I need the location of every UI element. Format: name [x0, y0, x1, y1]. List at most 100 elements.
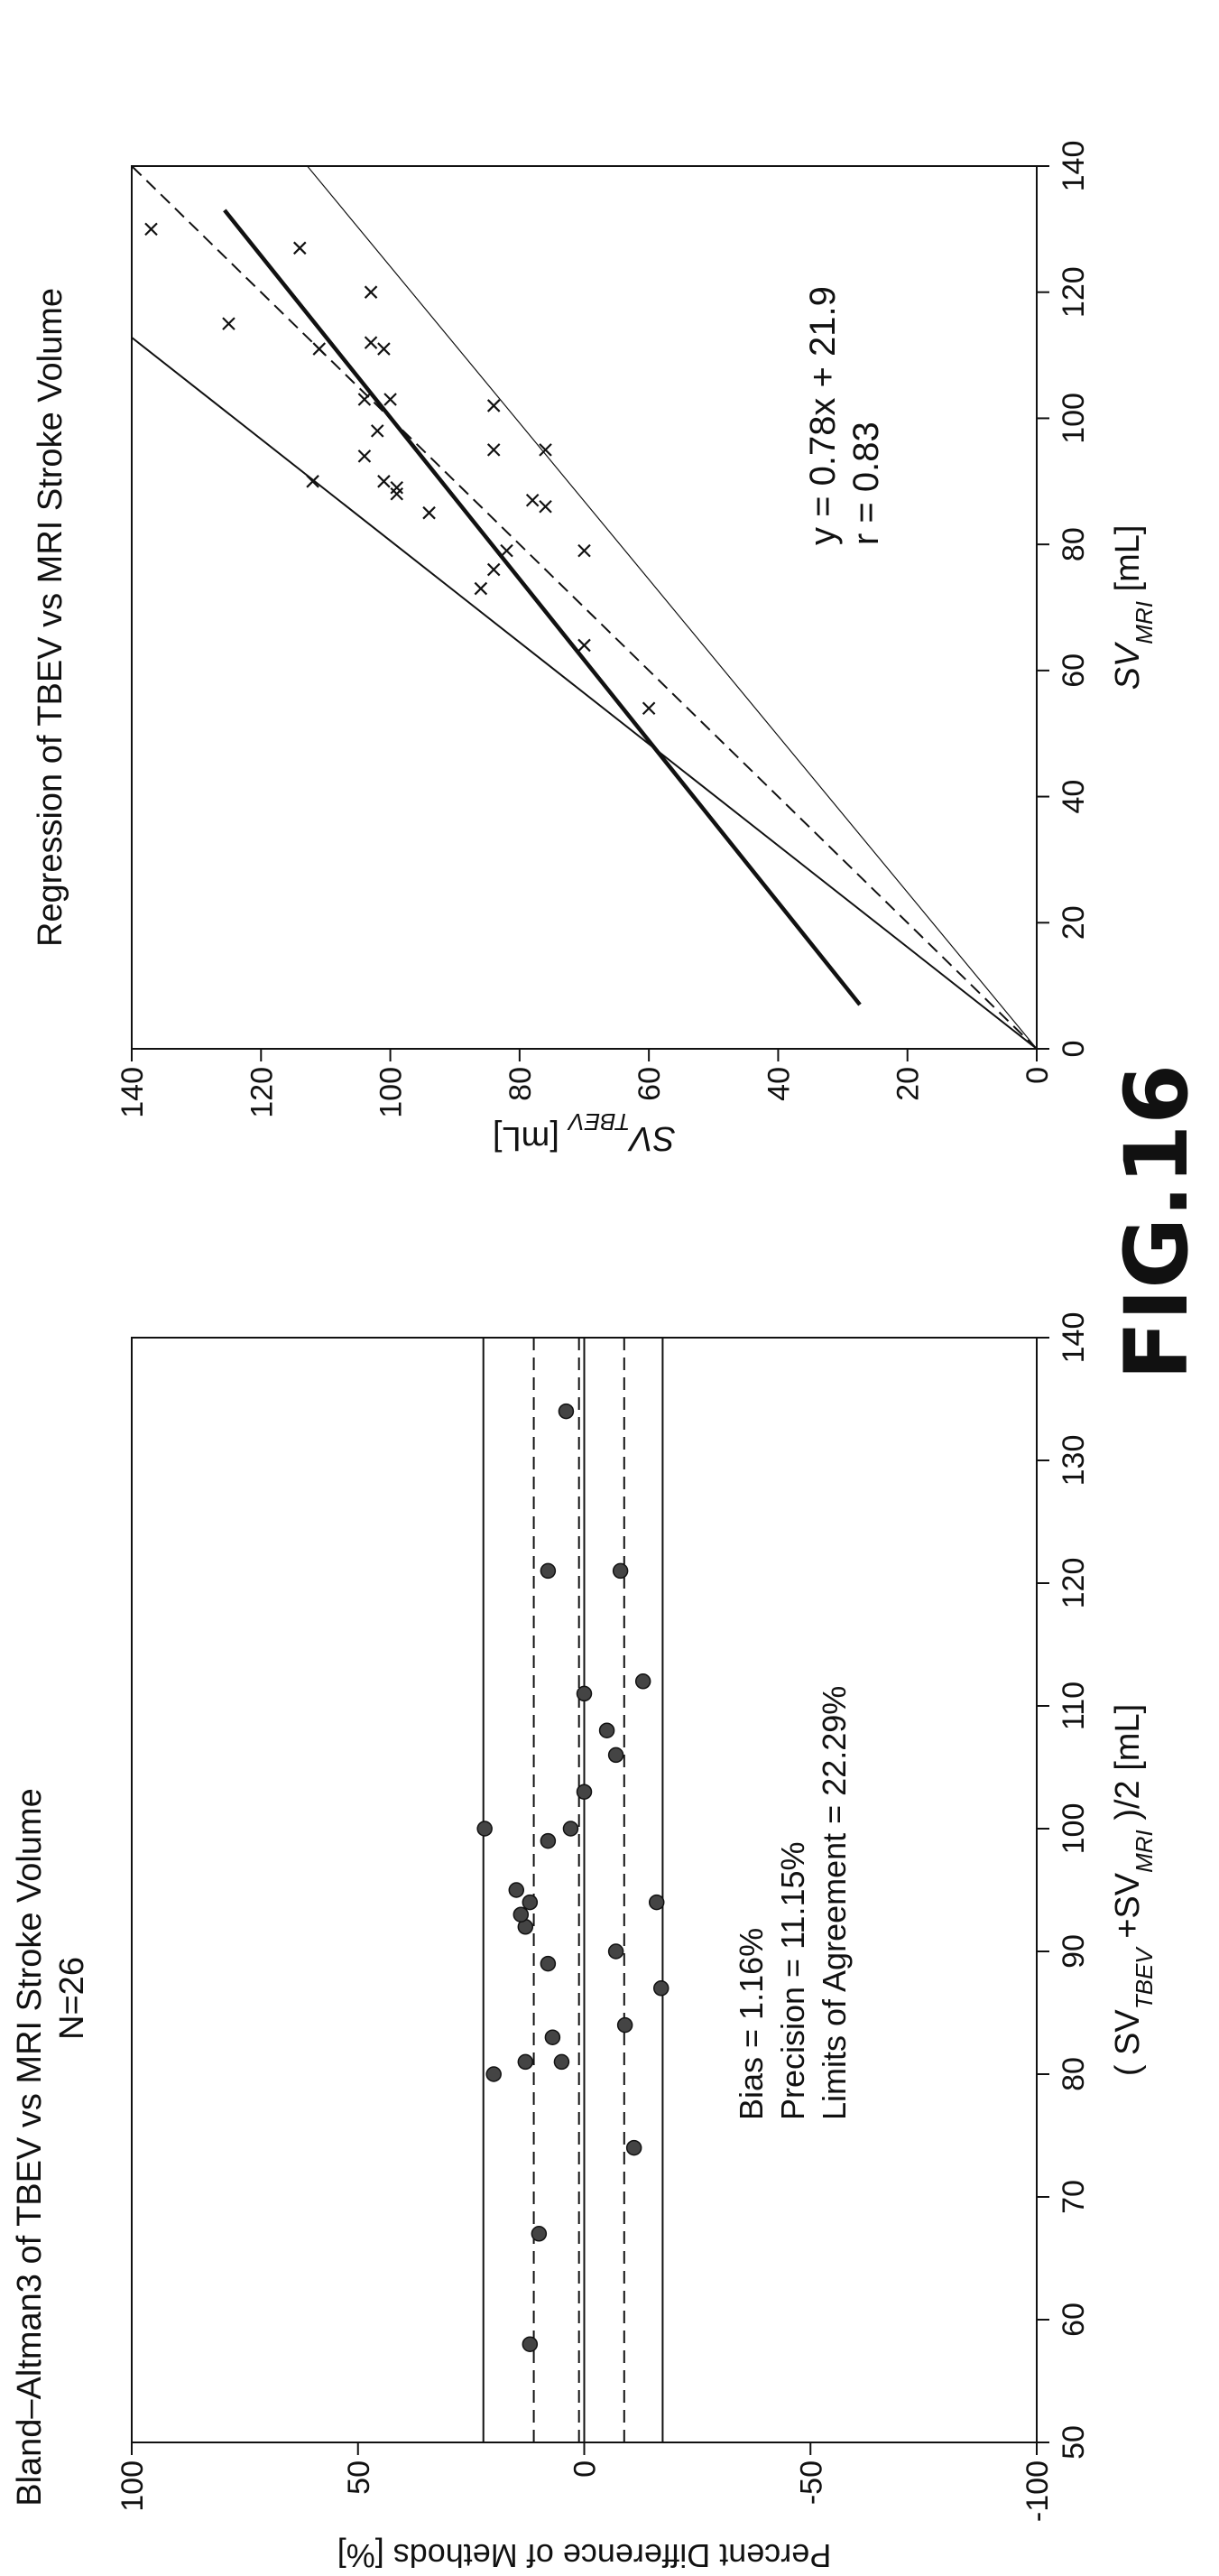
reg-y-tick-label: 40 — [762, 1067, 796, 1101]
reg-data-point — [500, 543, 513, 558]
ba-y-tick-label: 100 — [115, 2460, 150, 2512]
ba-data-point — [476, 1821, 493, 1837]
reg-data-point — [577, 638, 591, 653]
ba-data-point — [576, 1685, 593, 1702]
ba-x-tick-label: 50 — [1057, 2425, 1091, 2460]
reg-identity-line — [131, 165, 1038, 1050]
reg-bound-line — [307, 165, 1038, 1050]
reg-x-tick-label: 120 — [1057, 266, 1091, 318]
figure-label: FIG.16 — [1106, 1064, 1207, 1380]
ba-x-tick-label: 80 — [1057, 2057, 1091, 2091]
ba-x-tick-label: 60 — [1057, 2303, 1091, 2337]
reg-data-point — [306, 475, 319, 488]
bland-altman-chart: Bland–Altman3 of TBEV vs MRI Stroke Volu… — [11, 1312, 1158, 2574]
rotated-figure: Bland–Altman3 of TBEV vs MRI Stroke Volu… — [11, 141, 1207, 2574]
ba-y-tick-label: -50 — [794, 2460, 828, 2505]
ba-y-tick-label: -100 — [1020, 2460, 1055, 2522]
reg-x-tick-label: 20 — [1057, 905, 1091, 940]
ba-data-point — [553, 2053, 570, 2071]
reg-x-tick-label: 40 — [1057, 780, 1091, 814]
ba-data-point — [607, 1943, 624, 1960]
reg-x-tick-label: 140 — [1057, 141, 1091, 192]
reg-data-point — [370, 424, 384, 438]
ba-annotation: Bias = 1.16% — [733, 1928, 770, 2120]
reg-data-point — [357, 393, 372, 406]
reg-annotation: y = 0.78x + 21.9 — [803, 286, 843, 545]
reg-x-tick-label: 60 — [1057, 653, 1091, 688]
reg-data-point — [525, 493, 540, 507]
reg-plot-frame — [131, 165, 1038, 1050]
ba-data-point — [634, 1673, 651, 1690]
ba-x-tick-label: 130 — [1057, 1435, 1091, 1487]
ba-data-point — [513, 1906, 530, 1923]
ba-data-point — [598, 1722, 615, 1738]
ba-annotation: Precision = 11.15% — [774, 1841, 811, 2120]
reg-data-point — [390, 480, 404, 495]
reg-data-point — [539, 499, 552, 514]
ba-chart-title: Bland–Altman3 of TBEV vs MRI Stroke Volu… — [11, 1788, 49, 2507]
reg-data-point — [390, 486, 404, 501]
reg-y-tick-label: 60 — [633, 1067, 667, 1101]
ba-data-point — [544, 2029, 561, 2045]
ba-data-point — [522, 2336, 539, 2352]
reg-data-point — [474, 581, 488, 596]
reg-fit-line — [223, 208, 862, 1006]
ba-y-tick-label: 50 — [342, 2460, 376, 2495]
reg-x-tick-label: 0 — [1057, 1041, 1091, 1058]
reg-y-tick-label: 80 — [503, 1067, 538, 1101]
reg-y-tick-label: 100 — [374, 1067, 409, 1118]
reg-x-axis-title: SVMRI [mL] — [1109, 525, 1158, 690]
reg-data-point — [486, 562, 501, 577]
ba-data-point — [576, 1784, 593, 1800]
ba-data-point — [558, 1403, 575, 1420]
reg-x-tick-label: 100 — [1057, 393, 1091, 444]
reg-data-point — [312, 342, 327, 356]
ba-y-axis-title: Percent Difference of Methods [%] — [337, 2537, 832, 2574]
ba-data-point — [508, 1882, 525, 1898]
reg-data-point — [377, 342, 391, 356]
reg-y-tick-label: 120 — [245, 1067, 279, 1118]
ba-data-point — [540, 1562, 557, 1580]
reg-data-point — [539, 443, 552, 457]
ba-data-point — [653, 1980, 670, 1997]
reg-data-point — [144, 222, 158, 236]
ba-annotation: Limits of Agreement = 22.29% — [816, 1686, 853, 2120]
reg-data-point — [486, 399, 501, 412]
ba-data-point — [540, 1832, 557, 1849]
reg-data-point — [377, 475, 391, 488]
reg-data-point — [364, 336, 378, 349]
reg-x-tick-label: 80 — [1057, 527, 1091, 561]
ba-data-point — [612, 1562, 629, 1580]
regression-chart: Regression of TBEV vs MRI Stroke Volume … — [32, 141, 1158, 1157]
reg-data-point — [364, 285, 378, 299]
reg-data-point — [222, 317, 235, 330]
ba-data-point — [625, 2139, 642, 2156]
ba-data-point — [485, 2066, 502, 2082]
reg-data-point — [486, 443, 501, 457]
ba-data-point — [616, 2016, 633, 2034]
reg-data-point — [383, 393, 397, 406]
ba-data-point — [607, 1747, 624, 1764]
ba-chart-subtitle: N=26 — [53, 1957, 91, 2040]
ba-x-tick-label: 110 — [1057, 1682, 1091, 1730]
ba-x-tick-label: 90 — [1057, 1934, 1091, 1969]
reg-y-tick-label: 20 — [891, 1067, 926, 1101]
ba-data-point — [562, 1821, 579, 1837]
ba-y-tick-label: 0 — [568, 2460, 603, 2478]
ba-data-point — [522, 1894, 539, 1911]
reg-data-point — [292, 241, 307, 255]
ba-x-tick-label: 120 — [1057, 1558, 1091, 1609]
reg-y-tick-label: 140 — [115, 1067, 150, 1118]
ba-data-point — [517, 2053, 534, 2071]
reg-y-axis-title: SVTBEV [mL] — [493, 1108, 676, 1157]
ba-data-point — [531, 2226, 548, 2242]
ba-x-axis-title: ( SVTBEV +SVMRI )/2 [mL] — [1109, 1704, 1158, 2076]
ba-data-point — [648, 1894, 665, 1911]
reg-annotation: r = 0.83 — [846, 422, 886, 545]
ba-data-point — [540, 1955, 557, 1972]
reg-data-point — [577, 543, 591, 558]
reg-data-point — [357, 449, 372, 463]
ba-x-tick-label: 100 — [1057, 1803, 1091, 1855]
